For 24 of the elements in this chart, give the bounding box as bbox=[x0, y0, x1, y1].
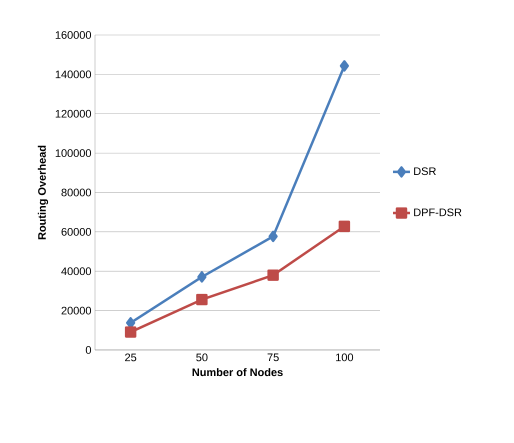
y-tick-label: 0 bbox=[86, 346, 92, 354]
x-tick-label: 100 bbox=[336, 354, 354, 362]
point bbox=[338, 220, 350, 232]
y-tick-label: 60000 bbox=[62, 228, 92, 236]
x-tick-label: 50 bbox=[196, 354, 208, 362]
legend-label: DPF-DSR bbox=[414, 208, 462, 216]
x-axis-title: Number of Nodes bbox=[192, 368, 283, 376]
point bbox=[124, 326, 136, 338]
y-tick-label: 100000 bbox=[56, 149, 92, 157]
legend-label: DSR bbox=[414, 167, 436, 176]
y-axis-title: Routing Overhead bbox=[38, 146, 48, 240]
point bbox=[196, 294, 208, 306]
y-tick-label: 160000 bbox=[56, 31, 92, 39]
y-tick-label: 20000 bbox=[62, 306, 92, 314]
y-tick-label: 140000 bbox=[56, 70, 92, 78]
x-tick-label: 25 bbox=[125, 354, 136, 362]
x-tick-label: 75 bbox=[268, 354, 279, 362]
y-tick-label: 80000 bbox=[61, 188, 92, 196]
y-tick-label: 40000 bbox=[61, 267, 92, 276]
y-tick-label: 120000 bbox=[56, 110, 92, 118]
point bbox=[340, 60, 349, 72]
point bbox=[197, 271, 206, 283]
point bbox=[267, 269, 279, 281]
point bbox=[268, 230, 278, 242]
